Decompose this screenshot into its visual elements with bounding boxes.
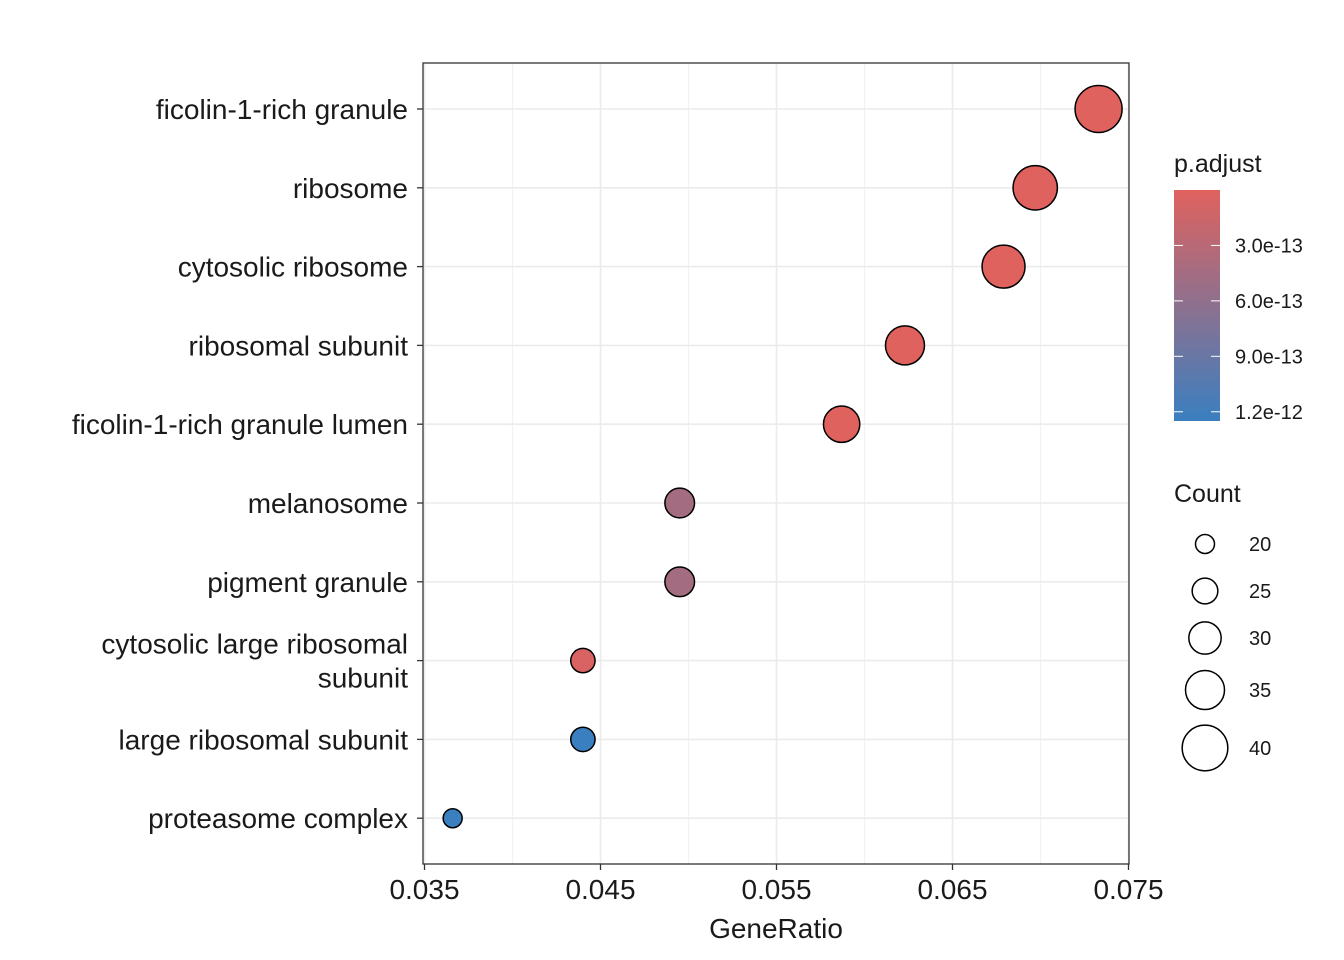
x-axis-tick-label: 0.075	[1093, 874, 1163, 905]
y-axis-category-label: melanosome	[248, 488, 408, 519]
data-points	[442, 84, 1123, 829]
data-point	[664, 487, 696, 519]
y-axis-category-label: large ribosomal subunit	[119, 724, 409, 755]
count-legend-title: Count	[1174, 480, 1241, 508]
count-legend: Count 20 25 30 35 40	[1174, 480, 1271, 772]
p-adjust-legend-title: p.adjust	[1174, 150, 1262, 178]
y-axis-category-label: proteasome complex	[148, 803, 408, 834]
y-axis-category-label: cytosolic large ribosomal subunit	[101, 629, 408, 694]
x-axis-tick-label: 0.055	[741, 874, 811, 905]
count-legend-circle	[1181, 724, 1229, 772]
y-axis-category-label: ribosomal subunit	[189, 330, 409, 361]
count-legend-label: 20	[1249, 534, 1271, 556]
p-adjust-legend: p.adjust 3.0e-13 6.0e-13 9.0e-13 1.2e-12	[1174, 150, 1303, 424]
y-axis-category-label: ribosome	[293, 173, 408, 204]
x-axis-tick-label: 0.065	[917, 874, 987, 905]
data-point	[1074, 84, 1123, 134]
p-adjust-colorbar	[1174, 190, 1220, 421]
y-axis-category-label: ficolin-1-rich granule	[156, 94, 408, 125]
count-legend-circle	[1191, 577, 1219, 605]
x-axis-tick-label: 0.035	[389, 874, 459, 905]
x-axis: 0.035 0.045 0.055 0.065 0.075	[389, 864, 1164, 905]
y-axis-category-label: cytosolic ribosome	[178, 252, 408, 283]
x-axis-title: GeneRatio	[709, 913, 843, 944]
colorbar-tick-label: 9.0e-13	[1235, 346, 1303, 368]
colorbar-tick-label: 3.0e-13	[1235, 235, 1303, 257]
count-legend-circle	[1188, 621, 1222, 655]
count-legend-label: 25	[1249, 581, 1271, 603]
colorbar-tick-label: 1.2e-12	[1235, 402, 1303, 424]
count-legend-keys: 20 25 30 35 40	[1181, 533, 1271, 772]
count-legend-label: 30	[1249, 628, 1271, 650]
plot-panel	[422, 62, 1130, 865]
data-point	[981, 244, 1026, 289]
data-point	[1012, 164, 1059, 211]
y-axis: ficolin-1-rich granule ribosome cytosolic …	[72, 94, 423, 834]
p-adjust-colorbar-ticks: 3.0e-13 6.0e-13 9.0e-13 1.2e-12	[1174, 235, 1303, 424]
data-point	[442, 807, 463, 829]
count-legend-label: 35	[1249, 680, 1271, 702]
y-axis-category-label: ficolin-1-rich granule lumen	[72, 409, 408, 440]
y-axis-category-label: pigment granule	[207, 567, 408, 598]
data-point	[822, 405, 861, 444]
data-point	[664, 566, 696, 598]
data-point	[884, 325, 926, 366]
colorbar-tick-label: 6.0e-13	[1235, 291, 1303, 313]
count-legend-label: 40	[1249, 738, 1271, 760]
count-legend-circle	[1194, 533, 1216, 555]
data-point	[569, 726, 596, 753]
data-point	[569, 647, 596, 674]
count-legend-circle	[1184, 669, 1226, 711]
x-axis-tick-label: 0.045	[565, 874, 635, 905]
